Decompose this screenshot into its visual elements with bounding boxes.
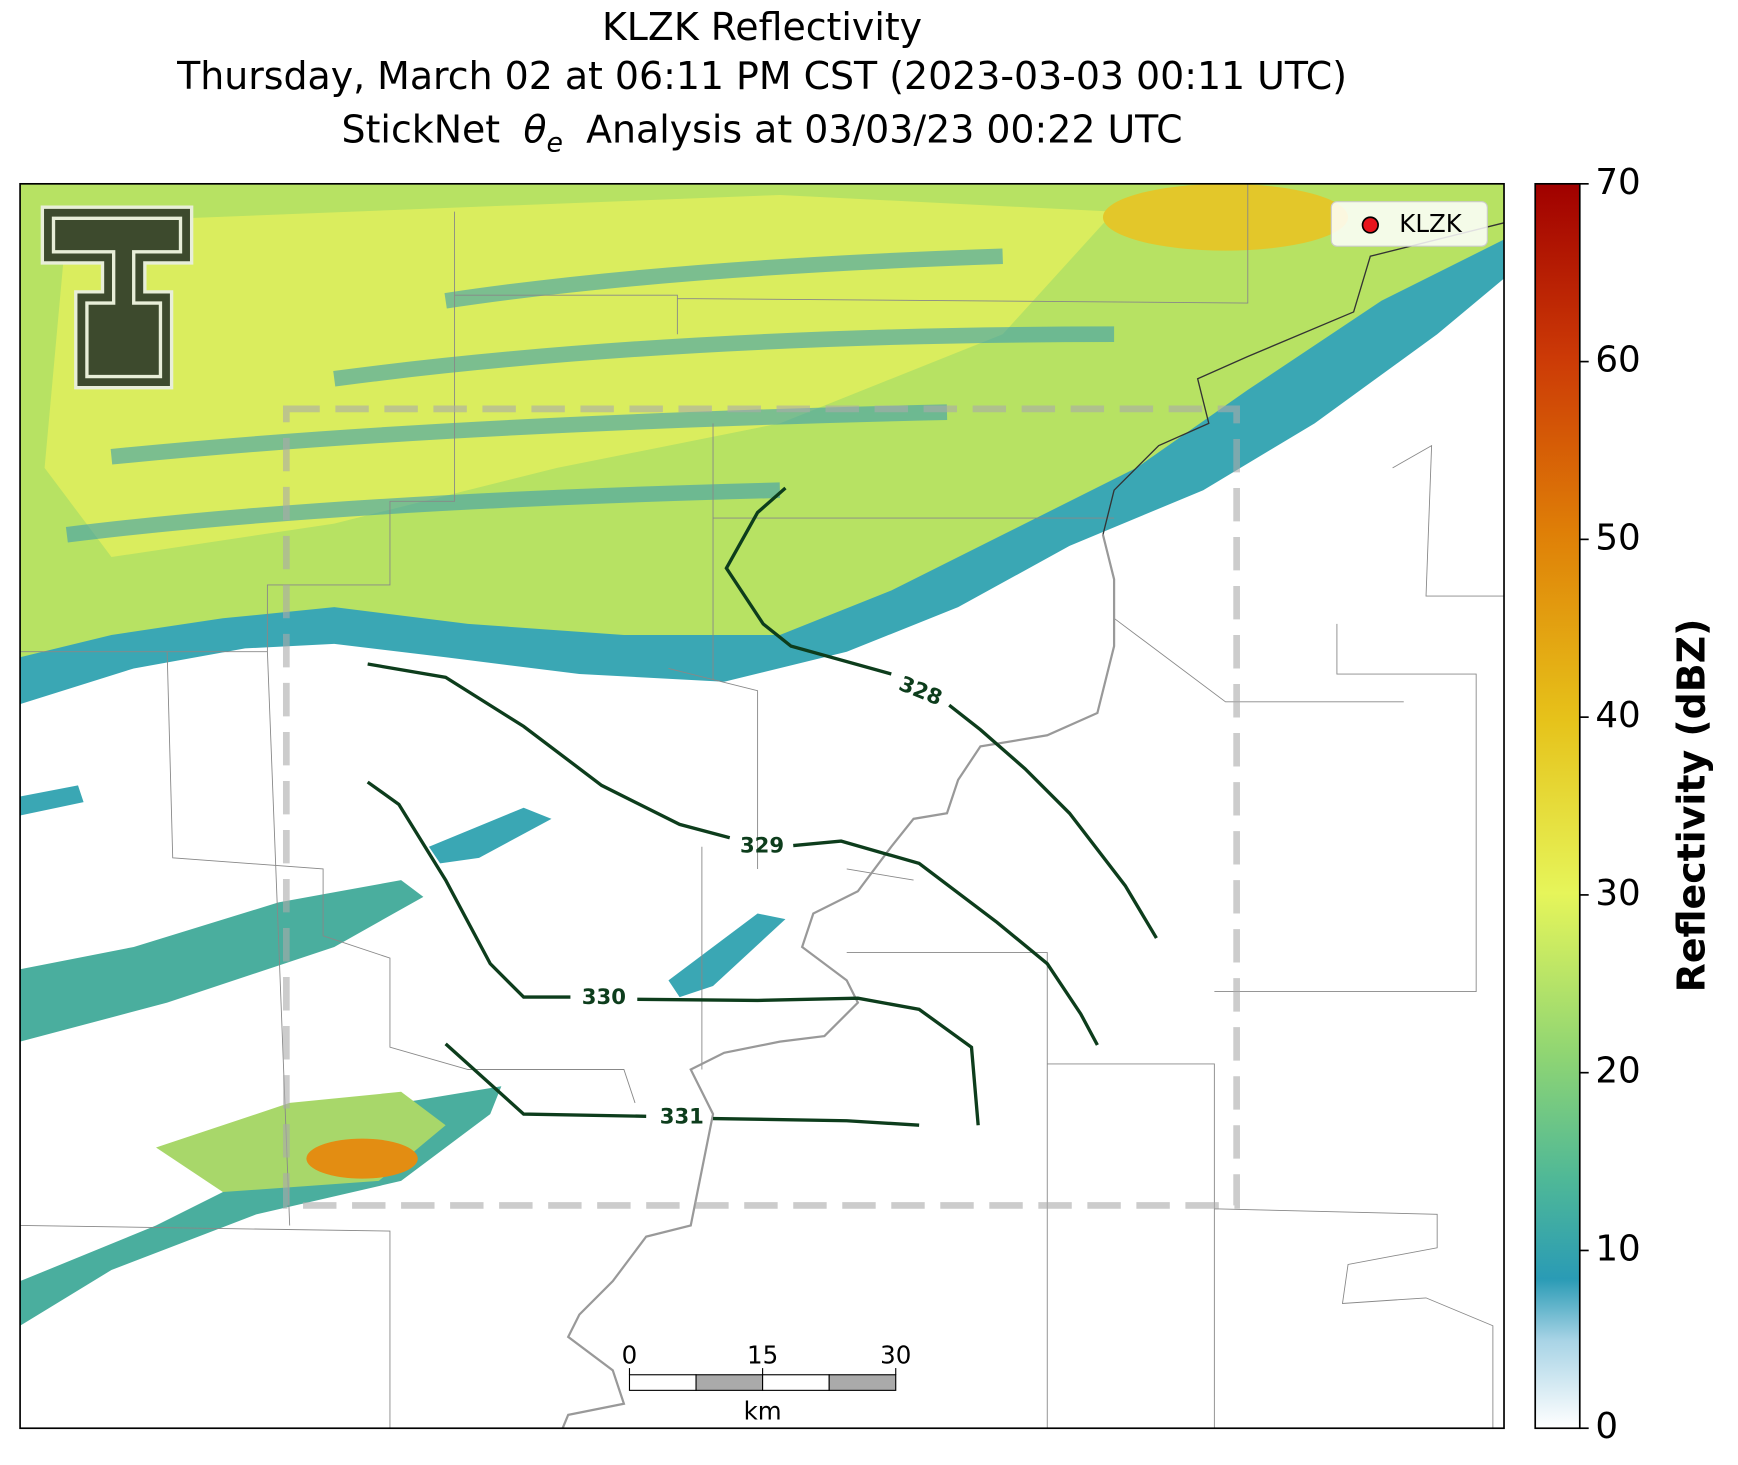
subtitle: StickNet θe Analysis at 03/03/23 00:22 U… — [342, 108, 1183, 161]
radar-echo — [20, 785, 84, 816]
scale-segment — [628, 1374, 697, 1391]
scale-segment — [695, 1374, 764, 1391]
map-frame — [19, 182, 1505, 1430]
colorbar-tick-label: 20 — [1595, 1051, 1640, 1092]
contour-label: 330 — [582, 984, 626, 1009]
scale-tick-label: 30 — [880, 1341, 911, 1370]
radar-echo — [1102, 183, 1349, 251]
state-line — [1102, 222, 1505, 535]
subtitle-part: StickNet — [342, 108, 501, 152]
radar-echo — [20, 880, 424, 1042]
contour-label: 329 — [740, 833, 784, 858]
colorbar-tick-label: 50 — [1595, 517, 1640, 558]
radar-streak — [65, 248, 1115, 543]
colorbar-label: Reflectivity (dBZ) — [1670, 619, 1714, 993]
legend-marker — [1361, 216, 1379, 234]
colorbar-tick-label: 40 — [1595, 695, 1640, 736]
legend: KLZK — [1330, 201, 1488, 247]
radar-echo — [428, 807, 552, 864]
colorbar-ticks: 0 10 20 30 40 50 60 70 — [1579, 162, 1641, 1447]
map: 328 329 330 331 KLZK 0 15 30 km — [20, 183, 1505, 1429]
analysis-domain — [283, 405, 1240, 1209]
logo — [40, 205, 194, 390]
scale-segment — [762, 1374, 830, 1391]
scale-segment — [828, 1374, 897, 1391]
colorbar — [1534, 182, 1581, 1430]
theta-symbol: θ — [523, 108, 546, 152]
scale-bar: 0 15 30 km — [622, 1341, 912, 1426]
county-line — [20, 183, 1505, 1429]
legend-label: KLZK — [1399, 209, 1462, 238]
contour-label: 328 — [896, 671, 946, 711]
contour — [366, 780, 980, 1126]
scale-tick-label: 0 — [622, 1341, 638, 1370]
colorbar-tick-label: 30 — [1595, 873, 1640, 914]
contour-label: 331 — [660, 1103, 704, 1128]
contour — [444, 1042, 920, 1127]
radar-echo — [668, 913, 786, 998]
colorbar-tick-label: 60 — [1595, 340, 1640, 381]
contour — [367, 662, 1099, 1046]
river — [561, 534, 1116, 1429]
colorbar-tick-label: 10 — [1595, 1228, 1640, 1269]
subtitle: Thursday, March 02 at 06:11 PM CST (2023… — [176, 54, 1347, 98]
scale-unit: km — [744, 1396, 782, 1425]
colorbar-tick-label: 0 — [1595, 1406, 1618, 1447]
theta-subscript: e — [547, 128, 563, 159]
subtitle-part: Analysis at 03/03/23 00:22 UTC — [586, 108, 1182, 152]
radar-echo — [44, 194, 1115, 558]
colorbar-tick-label: 70 — [1595, 162, 1640, 203]
title: KLZK Reflectivity — [602, 5, 922, 49]
contour — [724, 486, 1158, 939]
scale-tick-label: 15 — [747, 1341, 778, 1370]
radar-echo — [306, 1138, 418, 1179]
contour-labels: 328 329 330 331 — [582, 671, 946, 1129]
legend-box — [1330, 201, 1488, 247]
